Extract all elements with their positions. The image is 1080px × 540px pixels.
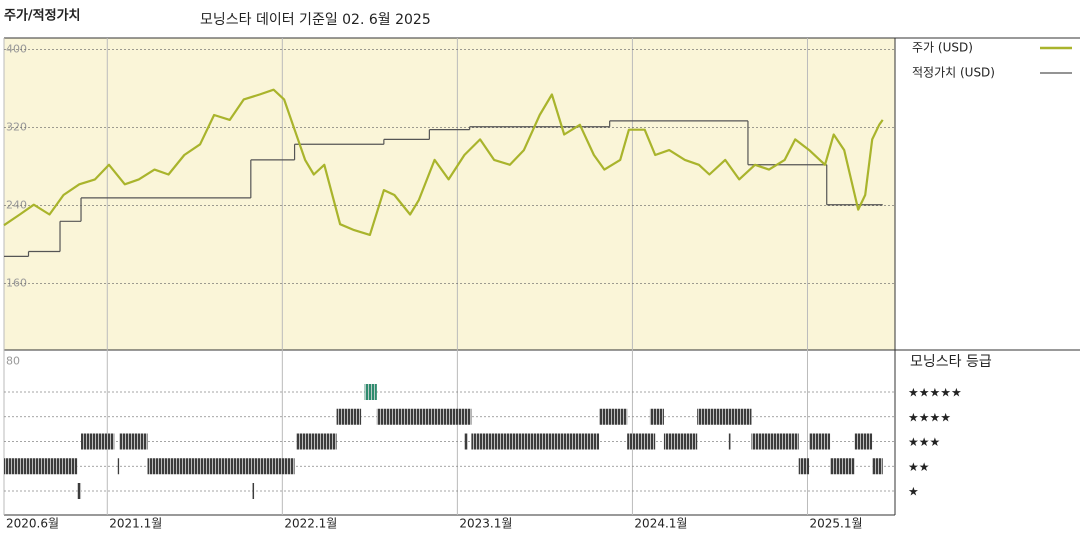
rating-label: ★★★ <box>908 435 940 449</box>
rating-bar <box>751 433 799 450</box>
rating-bar <box>376 408 472 425</box>
y-tick-label: 320 <box>6 121 27 134</box>
y-tick-label: 400 <box>6 43 27 56</box>
rating-bar <box>296 433 337 450</box>
x-tick-label: 2022.1월 <box>284 517 337 531</box>
rating-bar <box>663 433 698 450</box>
chart-subtitle: 모닝스타 데이터 기준일 02. 6월 2025 <box>200 12 431 28</box>
y-tick-label: 160 <box>6 277 27 290</box>
rating-bar <box>464 433 468 450</box>
rating-bar <box>77 483 82 499</box>
rating-bar <box>599 408 628 425</box>
chart-title: 주가/적정가치 <box>4 8 81 24</box>
rating-bar <box>649 408 664 425</box>
y-tick-label: 240 <box>6 199 27 212</box>
rating-bar <box>697 408 752 425</box>
x-tick-label: 2024.1월 <box>634 517 687 531</box>
rating-label: ★ <box>908 485 919 499</box>
rating-bar <box>147 458 295 475</box>
x-tick-label: 2025.1월 <box>809 517 862 531</box>
legend-label: 적정가치 (USD) <box>912 66 995 80</box>
rating-bar <box>798 458 810 475</box>
y-tick-label: 80 <box>6 355 20 368</box>
rating-bar <box>627 433 656 450</box>
rating-bar <box>872 458 883 475</box>
rating-bar <box>4 458 78 475</box>
rating-bar <box>830 458 855 475</box>
rating-bar <box>336 408 362 425</box>
x-tick-label: 2023.1월 <box>459 517 512 531</box>
rating-bar <box>809 433 831 450</box>
rating-bar <box>81 433 115 450</box>
rating-label: ★★ <box>908 460 930 474</box>
plot-background <box>4 38 895 350</box>
rating-bar <box>471 433 600 450</box>
legend-label: 주가 (USD) <box>912 41 973 55</box>
rating-bar <box>364 384 377 400</box>
rating-bar <box>252 483 255 499</box>
rating-label: ★★★★ <box>908 410 951 424</box>
x-tick-label: 2020.6월 <box>6 517 59 531</box>
price-line <box>3 88 884 236</box>
rating-bar <box>854 433 873 450</box>
rating-bar <box>117 458 120 475</box>
rating-bar <box>119 433 148 450</box>
x-tick-label: 2021.1월 <box>109 517 162 531</box>
rating-label: ★★★★★ <box>908 386 962 400</box>
rating-bar <box>728 433 731 450</box>
rating-title: 모닝스타 등급 <box>910 354 992 370</box>
